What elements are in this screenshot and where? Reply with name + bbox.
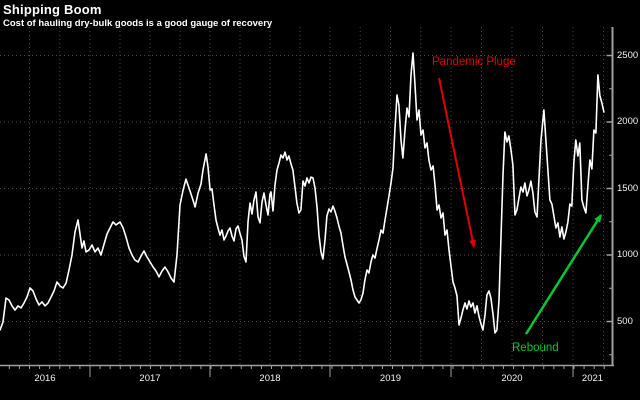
y-axis-tick-label: 1000 [617, 249, 639, 260]
x-axis-year-label: 2017 [139, 373, 161, 384]
chart-subtitle: Cost of hauling dry-bulk goods is a good… [3, 18, 273, 29]
y-axis-tick-label: 1500 [617, 182, 639, 194]
x-axis-year-label: 2021 [581, 373, 604, 384]
y-axis-tick-label: 2000 [617, 116, 639, 127]
x-axis-year-label: 2018 [259, 373, 281, 384]
axes [0, 27, 614, 377]
chart-title: Shipping Boom [3, 2, 102, 17]
pandemic-plunge-label: Pandemic Pluge [432, 56, 516, 68]
price-line [0, 52, 605, 334]
rebound-label: Rebound [512, 342, 559, 354]
y-axis-tick-label: 500 [617, 315, 633, 327]
x-axis-year-label: 2019 [379, 373, 402, 384]
pandemic-plunge-arrow [438, 77, 477, 248]
x-axis-year-label: 2020 [501, 373, 523, 384]
grid-lines [0, 27, 612, 365]
x-axis-year-label: 2016 [34, 373, 56, 384]
y-axis-tick-label: 2500 [617, 49, 639, 61]
rebound-arrow [524, 214, 603, 335]
